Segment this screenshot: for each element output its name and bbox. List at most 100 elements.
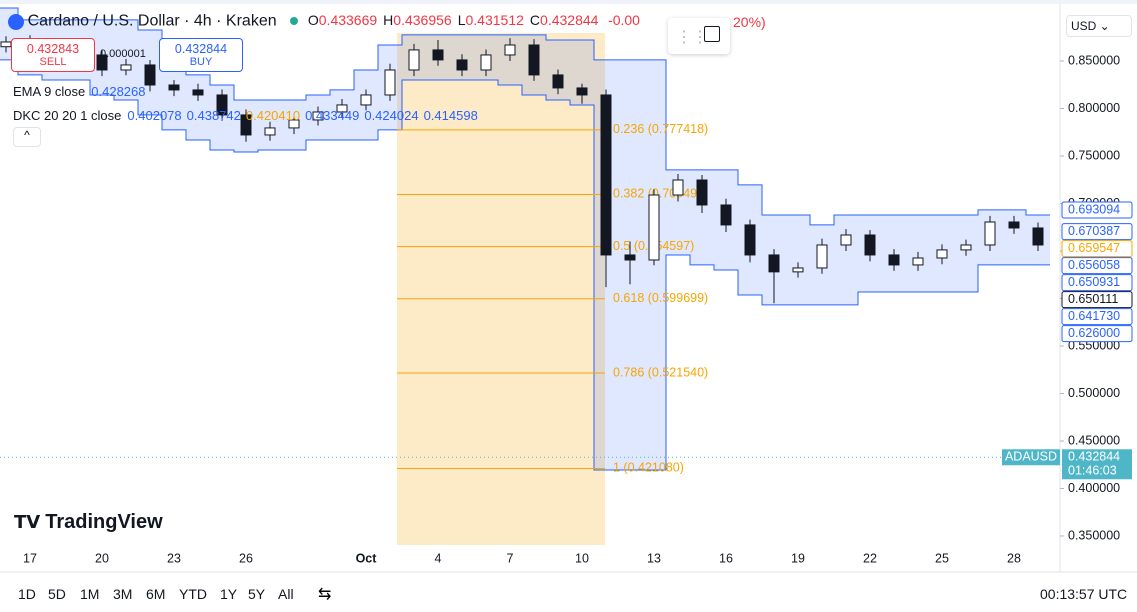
x-tick-label: 16 xyxy=(719,551,733,565)
indicator-name: EMA 9 close xyxy=(13,84,86,99)
symbol-tag xyxy=(1002,449,1060,466)
symbol-title: Cardano / U.S. Dollar · 4h · Kraken xyxy=(27,12,277,30)
status-dot xyxy=(290,17,299,25)
candle-body xyxy=(720,204,732,226)
ohlc-value: 0.436956 xyxy=(393,12,452,28)
range-button[interactable]: 6M xyxy=(146,586,166,602)
indicator-row: DKC 20 20 1 close 0.402078 0.438742 0.42041… xyxy=(13,104,483,128)
fib-layer: 0.236 (0.777418)0.382 (0.709494)0.5 (0.6… xyxy=(397,122,708,475)
x-tick-label: 28 xyxy=(1007,551,1021,565)
channel-lower xyxy=(0,59,1050,471)
buy-label: BUY xyxy=(189,56,213,68)
ohlc: O0.433669 H0.436956 L0.431512 C0.432844 xyxy=(308,12,605,28)
last-price-tag xyxy=(1062,449,1132,480)
candle-body xyxy=(984,221,996,246)
change: -0.00 xyxy=(608,12,640,28)
candle-body xyxy=(504,44,516,56)
candle-body xyxy=(552,74,564,89)
y-tick-label: 0.850000 xyxy=(1068,53,1120,67)
range-button[interactable]: 3M xyxy=(113,586,133,602)
indicator-value: 0.433449 xyxy=(305,108,360,123)
candle-body xyxy=(240,114,252,136)
candle-body xyxy=(960,244,972,251)
x-tick-label: 25 xyxy=(935,551,949,565)
range-button[interactable]: YTD xyxy=(179,586,207,602)
x-tick-label: 22 xyxy=(863,551,877,565)
logo: 𝗧𝗩 TradingView xyxy=(14,511,163,533)
candle-body xyxy=(912,257,924,266)
price-tag xyxy=(1061,308,1133,326)
price-tag xyxy=(1061,274,1133,292)
y-tick-label: 0.500000 xyxy=(1068,386,1120,400)
buy-button[interactable]: 0.432844 BUY xyxy=(159,38,243,72)
candle-body xyxy=(1032,227,1044,246)
price-tag xyxy=(1061,201,1133,219)
x-tick-label: 7 xyxy=(507,551,514,565)
x-tick-label: 26 xyxy=(239,551,253,565)
x-tick-label: 17 xyxy=(23,551,37,565)
price-tag-label: 0.693094 xyxy=(1068,202,1120,216)
price-tag-label: 0.626000 xyxy=(1068,326,1120,340)
ohlc-value: 0.432844 xyxy=(540,12,599,28)
price-tag xyxy=(1061,291,1133,309)
range-button[interactable]: 1Y xyxy=(220,586,238,602)
indicator-name: DKC 20 20 1 close xyxy=(13,108,122,123)
candle-body xyxy=(288,119,300,129)
candle-body xyxy=(144,64,156,86)
indicator-value: 0.420410 xyxy=(245,108,301,123)
currency-select[interactable]: USD ⌄ xyxy=(1066,15,1132,37)
axis-layer: 0.3500000.4000000.4500000.5000000.550000… xyxy=(0,53,1133,565)
indicators: EMA 9 close 0.428268 DKC 20 20 1 close 0.40… xyxy=(13,80,483,128)
x-tick-label: 4 xyxy=(435,551,442,565)
top-bar xyxy=(0,0,1137,4)
sell-label: SELL xyxy=(39,56,67,68)
candle-body xyxy=(528,44,540,76)
price-tag xyxy=(1061,325,1133,343)
range-button[interactable]: 5Y xyxy=(248,586,266,602)
candle-body xyxy=(96,54,108,71)
x-tick-label: 10 xyxy=(575,551,589,565)
candle-body xyxy=(744,224,756,256)
sell-button[interactable]: 0.432843 SELL xyxy=(11,38,95,72)
x-tick-label: 20 xyxy=(95,551,109,565)
fib-label: 1 (0.421080) xyxy=(613,461,684,475)
change-tail: 20%) xyxy=(733,14,766,30)
price-tag xyxy=(1061,240,1133,258)
price-tag-label: 0.659547 xyxy=(1068,241,1120,255)
candle-body xyxy=(840,234,852,246)
collapse-button[interactable]: ^ xyxy=(13,127,41,147)
candle-body xyxy=(360,94,372,106)
candle-body xyxy=(792,267,804,273)
price-tag-label: 0.656058 xyxy=(1068,258,1120,272)
indicator-value: 0.402078 xyxy=(127,108,182,123)
buy-price: 0.432844 xyxy=(174,42,228,56)
ohlc-value: 0.433669 xyxy=(318,12,378,28)
candle-body xyxy=(936,249,948,259)
y-tick-label: 0.800000 xyxy=(1068,101,1120,115)
range-button[interactable]: 1D xyxy=(18,586,36,602)
candle-body xyxy=(192,89,204,96)
logo-text: TradingView xyxy=(45,511,163,533)
countdown-label: 01:46:03 xyxy=(1068,464,1117,478)
x-tick-label: 19 xyxy=(791,551,805,565)
indicator-value: 0.424024 xyxy=(364,108,419,123)
currency: USD xyxy=(1071,19,1097,33)
ohlc-value: 0.431512 xyxy=(465,12,524,28)
symbol-icon xyxy=(8,13,24,30)
toolbar-float[interactable]: ⋮⋮ xyxy=(668,18,730,54)
price-tag xyxy=(1061,257,1133,275)
date-range-icon[interactable]: ⇆ xyxy=(318,586,332,603)
ohlc-key: C xyxy=(529,12,541,28)
candle-body xyxy=(816,244,828,269)
y-tick-label: 0.750000 xyxy=(1068,148,1120,162)
price-tag xyxy=(1061,223,1133,241)
candle-body xyxy=(408,49,420,71)
range-button[interactable]: All xyxy=(278,586,294,602)
fib-region xyxy=(397,33,605,545)
range-button[interactable]: 5D xyxy=(48,586,66,602)
range-button[interactable]: 1M xyxy=(80,586,100,602)
candle-body xyxy=(120,64,132,71)
ohlc-key: O xyxy=(307,12,319,28)
